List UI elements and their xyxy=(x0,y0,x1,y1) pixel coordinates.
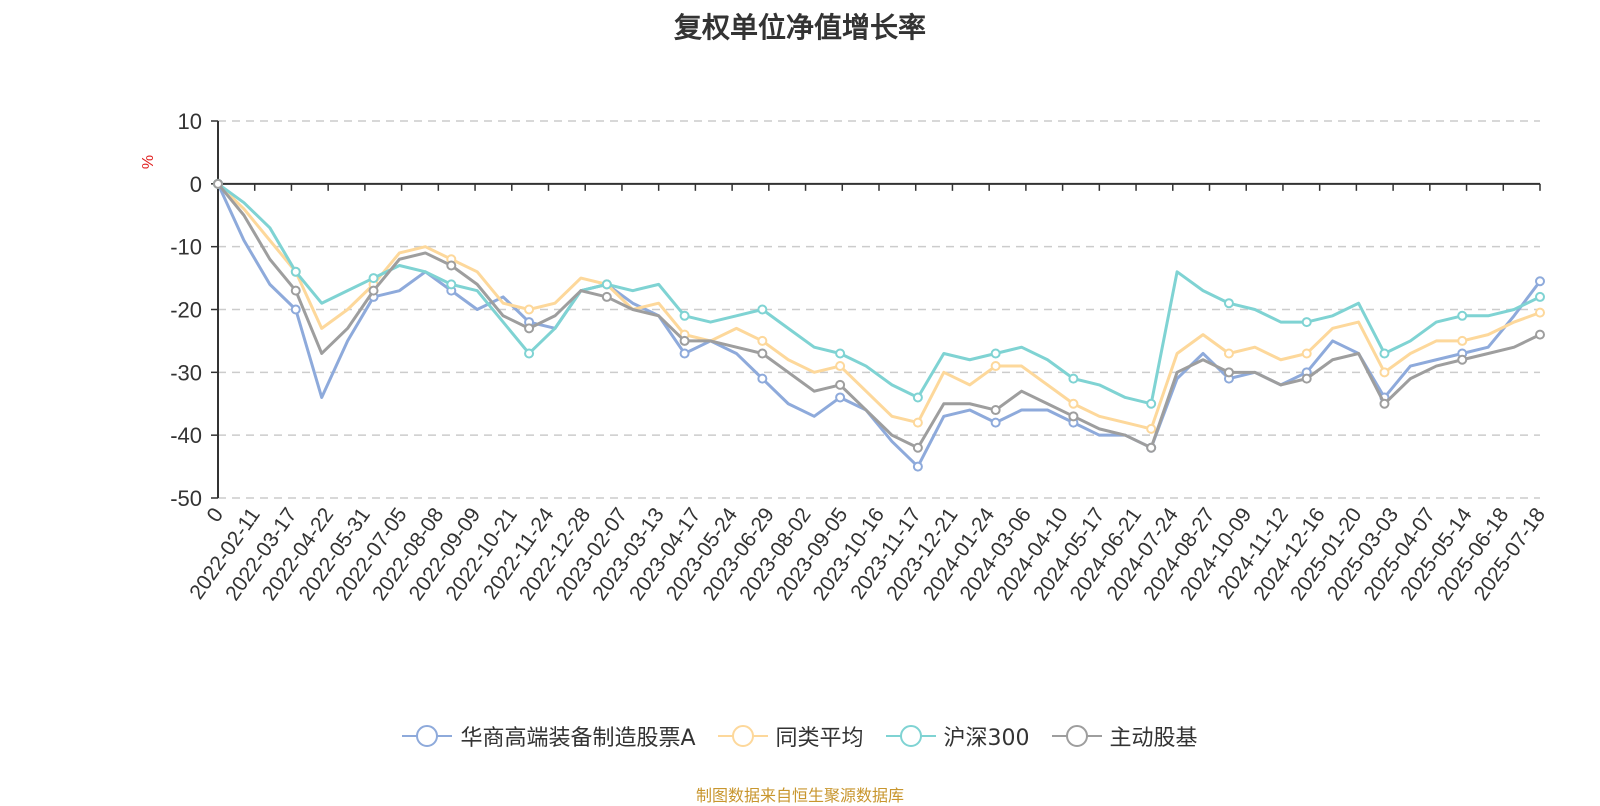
data-point xyxy=(835,348,846,359)
data-point xyxy=(990,348,1001,359)
data-point xyxy=(1146,423,1157,434)
y-tick-label: -40 xyxy=(170,423,202,448)
data-point xyxy=(1223,367,1234,378)
legend-label: 同类平均 xyxy=(775,726,864,751)
data-point xyxy=(1146,442,1157,453)
data-point xyxy=(679,348,690,359)
legend-item-0[interactable]: 华商高端装备制造股票A xyxy=(402,720,696,752)
data-point xyxy=(679,335,690,346)
data-point xyxy=(835,361,846,372)
legend-label: 华商高端装备制造股票A xyxy=(460,726,696,751)
data-point xyxy=(990,361,1001,372)
data-point xyxy=(1379,398,1390,409)
data-point xyxy=(1301,373,1312,384)
data-point xyxy=(757,348,768,359)
data-point xyxy=(290,266,301,277)
y-axis-unit-label: % xyxy=(140,155,157,169)
data-point xyxy=(1068,411,1079,422)
data-point xyxy=(990,417,1001,428)
data-point xyxy=(601,291,612,302)
y-tick-label: -20 xyxy=(170,298,202,323)
data-point xyxy=(1301,348,1312,359)
series-line-1 xyxy=(216,182,1541,431)
data-point xyxy=(1068,398,1079,409)
data-point xyxy=(1379,367,1390,378)
legend-swatch-icon xyxy=(1051,725,1102,747)
data-point xyxy=(368,285,379,296)
y-tick-label: -50 xyxy=(170,486,202,511)
data-point xyxy=(368,273,379,284)
legend-label: 主动股基 xyxy=(1109,726,1198,751)
data-point xyxy=(1457,335,1468,346)
legend-swatch-icon xyxy=(717,725,768,747)
data-point xyxy=(1223,348,1234,359)
line-chart: 100-10-20-30-40-5002022-02-112022-03-172… xyxy=(140,109,1550,605)
data-point xyxy=(1535,307,1545,318)
series-line-3 xyxy=(216,182,1541,450)
y-tick-label: 0 xyxy=(190,172,202,197)
data-point xyxy=(290,285,301,296)
data-point xyxy=(1223,298,1234,309)
data-point xyxy=(1535,276,1545,287)
data-point xyxy=(601,279,612,290)
legend-item-1[interactable]: 同类平均 xyxy=(717,720,864,752)
data-point xyxy=(679,310,690,321)
source-note: 制图数据来自恒生聚源数据库 xyxy=(695,786,904,805)
legend-swatch-icon xyxy=(885,725,936,747)
chart-title: 复权单位净值增长率 xyxy=(673,11,926,44)
data-point xyxy=(1146,398,1157,409)
legend-item-3[interactable]: 主动股基 xyxy=(1051,720,1198,752)
series-line-2 xyxy=(217,182,1541,406)
x-tick-label: 0 xyxy=(203,504,229,527)
legend-swatch-icon xyxy=(402,725,453,747)
data-point xyxy=(524,348,535,359)
grid-layer xyxy=(218,120,1540,499)
data-point xyxy=(1535,329,1545,340)
series-layer xyxy=(213,178,1545,472)
data-point xyxy=(912,461,923,472)
data-point xyxy=(757,304,768,315)
data-point xyxy=(290,304,301,315)
legend-item-2[interactable]: 沪深300 xyxy=(885,720,1030,752)
data-point xyxy=(446,279,457,290)
data-point xyxy=(524,323,535,334)
data-point xyxy=(446,260,457,271)
data-point xyxy=(1301,317,1312,328)
data-point xyxy=(912,392,923,403)
series-line-0 xyxy=(216,183,1542,469)
data-point xyxy=(213,178,223,189)
data-point xyxy=(524,304,535,315)
legend-label: 沪深300 xyxy=(943,726,1030,751)
axis-layer: 100-10-20-30-40-5002022-02-112022-03-172… xyxy=(170,109,1550,605)
data-point xyxy=(912,442,923,453)
data-point xyxy=(1379,348,1390,359)
data-point xyxy=(912,417,923,428)
data-point xyxy=(1457,354,1468,365)
y-tick-label: -30 xyxy=(170,360,202,385)
y-tick-label: 10 xyxy=(178,109,202,134)
data-point xyxy=(835,379,846,390)
y-tick-label: -10 xyxy=(170,235,202,260)
data-point xyxy=(990,405,1001,416)
legend: 华商高端装备制造股票A 同类平均 沪深300 主动股基 xyxy=(0,720,1600,752)
data-point xyxy=(1068,373,1079,384)
data-point xyxy=(1457,310,1468,321)
data-point xyxy=(757,335,768,346)
data-point xyxy=(1535,291,1545,302)
data-point xyxy=(757,373,768,384)
data-point xyxy=(835,392,846,403)
